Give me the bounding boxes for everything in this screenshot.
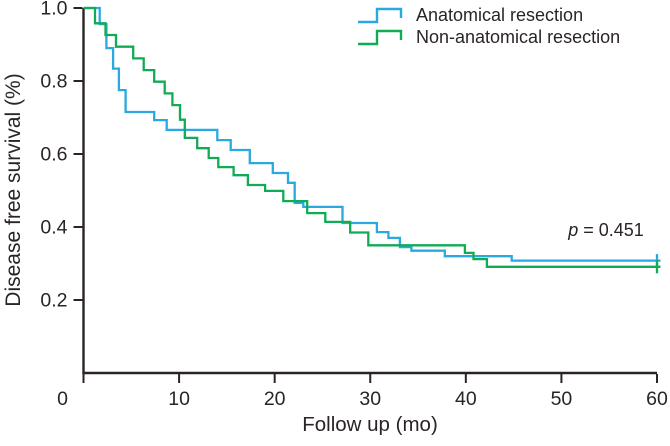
x-axis-title: Follow up (mo): [302, 413, 438, 436]
axes-line: [82, 8, 657, 375]
p-symbol: p: [568, 220, 579, 240]
x-tick-label: 30: [359, 388, 381, 410]
legend-step-icon: [358, 29, 403, 46]
legend-label: Anatomical resection: [416, 5, 584, 25]
legend: Anatomical resection Non-anatomical resec…: [357, 5, 620, 48]
p-value-text: = 0.451: [578, 220, 644, 240]
p-value-annotation: p = 0.451: [554, 220, 658, 241]
y-axis-title: Disease free survival (%): [2, 73, 25, 307]
x-tick-label: 50: [551, 388, 573, 410]
x-tick-label: 20: [264, 388, 286, 410]
x-tick-label: 40: [455, 388, 477, 410]
y-tick-label: 1.0: [40, 0, 67, 20]
y-tick-label: 0.8: [40, 71, 67, 93]
survival-curve-1: [83, 6, 661, 268]
x-tick-label: 0: [57, 388, 68, 410]
legend-item-1: Non-anatomical resection: [357, 27, 620, 48]
x-tick-label: 60: [646, 388, 668, 410]
legend-label: Non-anatomical resection: [416, 27, 621, 47]
legend-step-icon: [358, 7, 403, 24]
x-tick-label: 10: [168, 388, 190, 410]
y-tick-label: 0.2: [40, 290, 67, 312]
y-tick-label: 0.4: [40, 217, 67, 239]
y-tick-label: 0.6: [40, 144, 67, 166]
legend-item-0: Anatomical resection: [357, 5, 620, 26]
